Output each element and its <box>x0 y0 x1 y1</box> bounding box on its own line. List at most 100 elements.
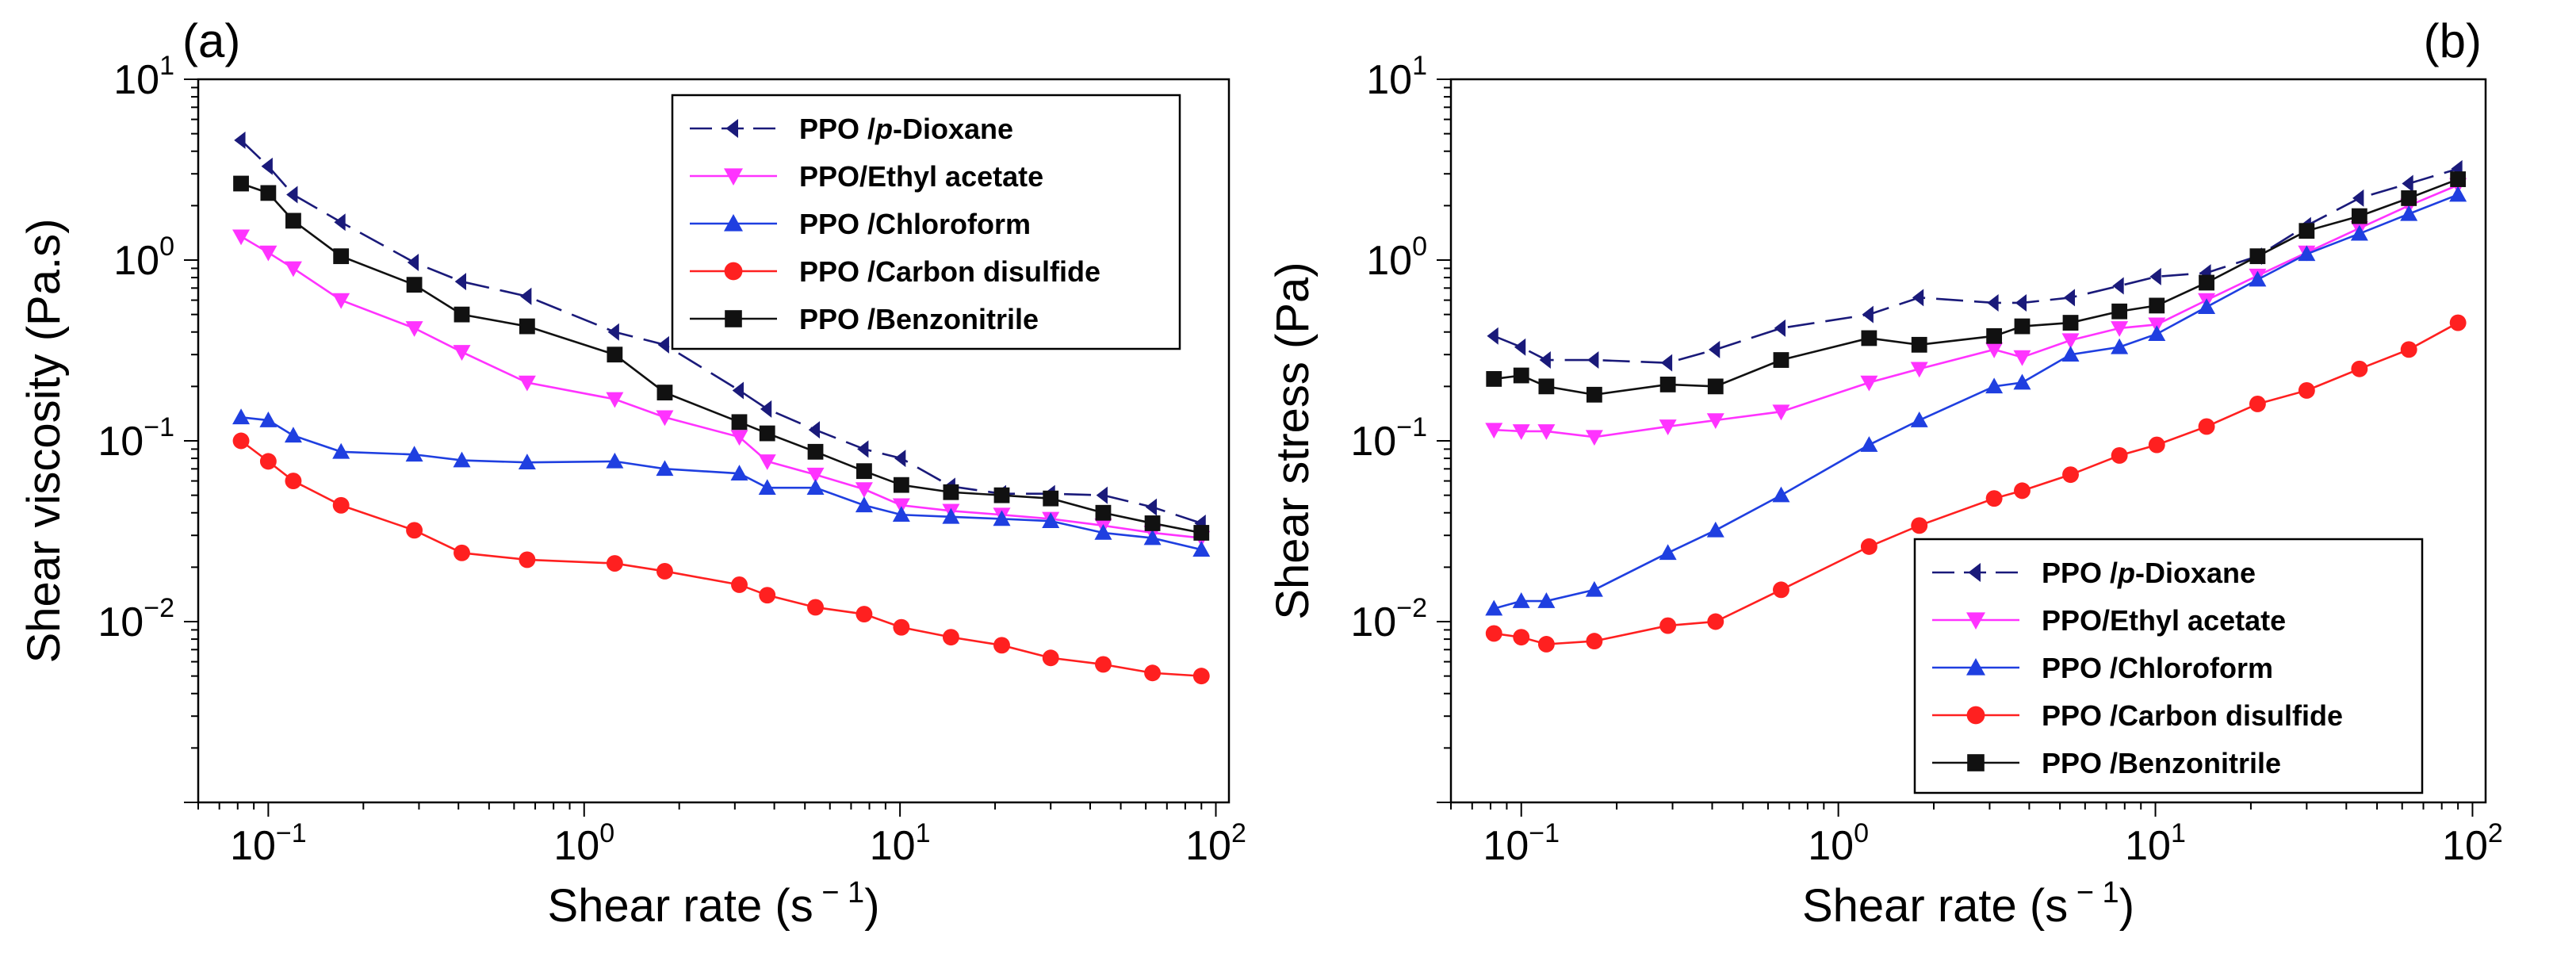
panel-a-legend-label: PPO /Benzonitrile <box>799 303 1039 335</box>
panel-b-y-tick-label: 100 <box>1366 232 1427 284</box>
panel-b-data-point <box>2061 333 2080 350</box>
panel-a-data-point <box>993 487 1010 503</box>
panel-b-data-point <box>2199 274 2214 291</box>
panel-a-data-point <box>993 510 1011 526</box>
panel-b-legend-frame <box>1913 538 2424 794</box>
panel-a-y-axis-label: Shear viscosity (Pa.s) <box>18 219 70 664</box>
panel-a-data-point <box>807 599 824 616</box>
panel-b-data-point <box>1772 486 1790 503</box>
panel-b-data-point <box>2449 186 2467 202</box>
panel-b-legend-label: PPO /Benzonitrile <box>2042 747 2281 779</box>
panel-a-data-point <box>1193 525 1210 541</box>
panel-b-data-point <box>1772 404 1790 421</box>
panel-a-data-point <box>519 318 535 335</box>
panel-b-data-point <box>1537 636 1555 653</box>
panel-a-data-point <box>758 479 776 495</box>
panel-a-data-point <box>607 323 619 341</box>
panel-a-data-point <box>855 496 873 513</box>
panel-a-legend-marker <box>724 214 743 232</box>
panel-a-data-point <box>1042 649 1059 667</box>
panel-a-data-point <box>260 185 277 201</box>
panel-a-data-point <box>1094 523 1112 540</box>
panel-a-data-point <box>332 496 350 514</box>
panel-b-y-tick-label: 101 <box>1366 51 1427 103</box>
panel-b-series-ppo-chloroform <box>1485 186 2467 616</box>
panel-b-data-point <box>2111 303 2128 320</box>
panel-b-data-point <box>2112 277 2124 295</box>
panel-a-label: (a) <box>182 14 240 67</box>
panel-a-data-point <box>406 522 423 539</box>
panel-a-data-point <box>732 381 744 400</box>
panel-a-y-tick-label: 101 <box>113 51 174 103</box>
panel-b-series-line <box>1494 178 2459 396</box>
panel-a-data-point <box>518 454 536 469</box>
panel-a-data-point <box>520 287 532 305</box>
panel-a-data-point <box>454 306 470 323</box>
panel-a-series-line <box>240 182 1202 534</box>
panel-b-data-point <box>1774 319 1786 337</box>
panel-b-data-point <box>2198 418 2215 435</box>
panel-b-data-point <box>1910 362 1928 378</box>
panel-b-data-point <box>1539 351 1551 369</box>
panel-a-data-point <box>657 335 669 354</box>
panel-a-y-tick-label: 10−1 <box>98 412 174 465</box>
panel-b-data-point <box>2061 346 2080 362</box>
panel-a-data-point <box>259 453 277 470</box>
panel-a-series-line <box>240 139 1202 525</box>
panel-b-legend-marker <box>1967 754 1985 771</box>
panel-a-legend-label: PPO /Chloroform <box>799 208 1031 240</box>
panel-a-data-point <box>1192 541 1211 557</box>
panel-a-data-point <box>406 277 423 293</box>
panel-b-data-point <box>2402 174 2413 193</box>
panel-a-series-ppo-chloroform <box>232 408 1211 557</box>
panel-b-series-line <box>1493 167 2459 364</box>
panel-b-data-point <box>2062 466 2079 484</box>
panel-a-data-point <box>893 477 909 493</box>
panel-b-data-point <box>1861 330 1877 346</box>
panel-a-data-point <box>993 637 1010 654</box>
panel-b-data-point <box>1985 490 2003 507</box>
panel-b-data-point <box>1538 378 1555 395</box>
panel-b-data-point <box>1659 419 1677 435</box>
panel-a-data-point <box>943 484 959 500</box>
panel-a-data-point <box>656 410 674 427</box>
panel-a-legend-label: PPO /p-Dioxane <box>799 113 1013 145</box>
panel-b-data-point <box>1706 521 1724 538</box>
panel-b-data-point <box>1513 367 1529 384</box>
panel-b-series-ppo-benzonitrile <box>1486 171 2467 403</box>
panel-a-data-point <box>259 245 278 262</box>
panel-b-data-point <box>1985 343 2004 358</box>
panel-a-data-point <box>606 452 624 469</box>
panel-b-data-point <box>2298 223 2315 239</box>
panel-b-data-point <box>2400 205 2418 221</box>
panel-b-data-point <box>1660 354 1673 372</box>
panel-b-data-point <box>1985 377 2004 394</box>
panel-b-data-point <box>2450 171 2467 187</box>
panel-b-data-point <box>1911 517 1928 534</box>
panel-b-series-line <box>1493 193 2459 610</box>
panel-b-legend-marker <box>1968 563 1981 582</box>
panel-a-data-point <box>856 463 872 480</box>
panel-b-x-tick-label: 10−1 <box>1483 818 1560 869</box>
panel-a-data-point <box>285 212 301 229</box>
panel-a-data-point <box>760 400 772 418</box>
panel-b-x-axis-label: Shear rate (s − 1) <box>1802 876 2134 932</box>
panel-a-data-point <box>942 629 959 646</box>
panel-a-legend-marker <box>724 168 743 186</box>
panel-a-y-tick-label: 10−2 <box>98 593 174 645</box>
panel-a-data-point <box>405 321 423 337</box>
panel-b-data-point <box>2352 189 2364 207</box>
panel-b-data-point <box>2351 360 2368 377</box>
panel-a-data-point <box>333 248 350 265</box>
panel-b-data-point <box>1485 423 1503 439</box>
panel-a-legend-marker <box>725 119 738 138</box>
panel-a-data-point <box>892 506 910 523</box>
panel-a-data-point <box>1095 656 1112 673</box>
panel-b-legend-marker <box>1966 612 1985 630</box>
panel-b-data-point <box>1485 599 1503 616</box>
panel-b-data-point <box>2198 298 2216 314</box>
panel-b-legend-label: PPO /Chloroform <box>2042 652 2273 684</box>
panel-b-data-point <box>1659 544 1677 561</box>
panel-b-data-point <box>1586 633 1603 650</box>
